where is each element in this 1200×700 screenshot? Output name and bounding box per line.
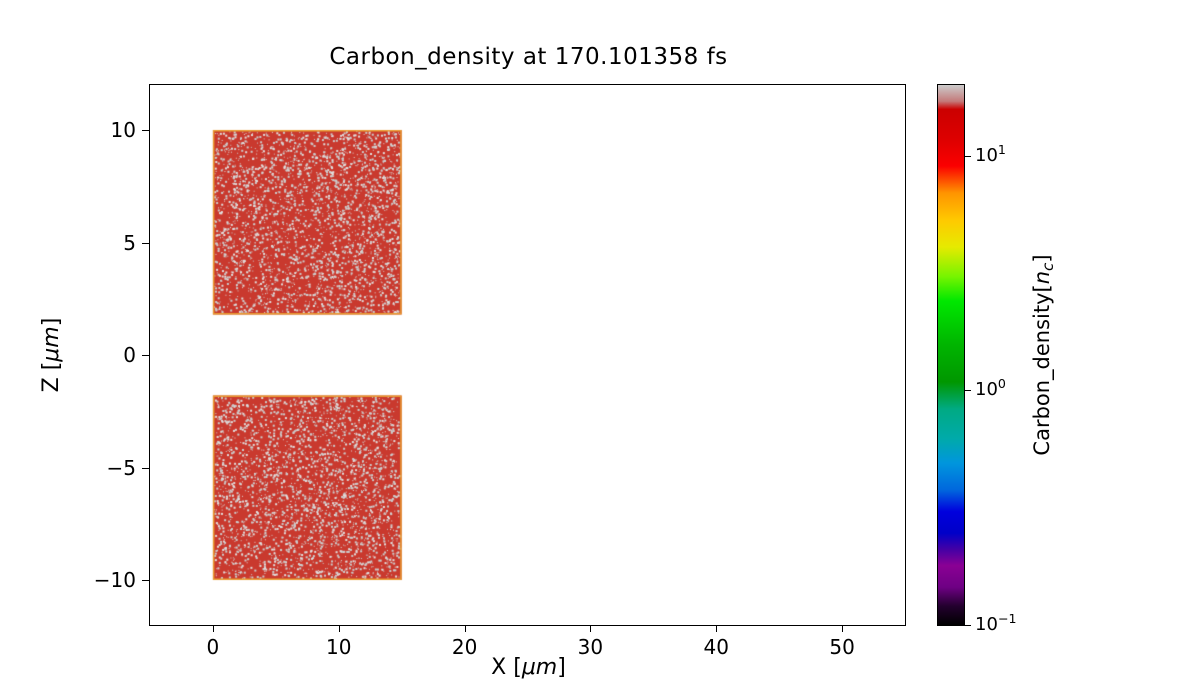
x-tick-mark — [716, 626, 717, 632]
colorbar-label-subscript: c — [1039, 263, 1057, 271]
x-tick-label: 40 — [676, 634, 756, 660]
colorbar-label-close: ] — [1030, 254, 1054, 262]
chart-title: Carbon_density at 170.101358 fs — [150, 44, 907, 70]
colorbar-tick-label: 101 — [975, 143, 1045, 170]
x-tick-label: 50 — [802, 634, 882, 660]
colorbar-tick-mark — [965, 156, 971, 157]
colorbar-tick-label: 10−1 — [975, 612, 1045, 639]
x-tick-label: 30 — [550, 634, 630, 660]
y-tick-label: −5 — [60, 455, 136, 481]
y-tick-mark — [142, 130, 149, 131]
colorbar-tick-exponent: 1 — [998, 142, 1006, 157]
x-tick-mark — [590, 626, 591, 632]
colorbar-tick-exponent: −1 — [998, 611, 1017, 626]
y-tick-mark — [142, 468, 149, 469]
y-axis-label-close: ] — [39, 318, 64, 327]
colorbar-label-var: n — [1030, 271, 1054, 284]
colorbar-tick-base: 10 — [975, 145, 998, 166]
x-tick-mark — [213, 626, 214, 632]
x-tick-label: 20 — [425, 634, 505, 660]
density-plot-canvas — [150, 85, 905, 625]
colorbar — [937, 84, 965, 626]
colorbar-label-text: Carbon_density[ — [1030, 284, 1054, 455]
colorbar-tick-mark — [965, 390, 971, 391]
x-tick-mark — [465, 626, 466, 632]
colorbar-tick-base: 10 — [975, 379, 998, 400]
colorbar-tick-mark — [965, 625, 971, 626]
colorbar-tick-label: 100 — [975, 377, 1045, 404]
x-tick-label: 0 — [173, 634, 253, 660]
colorbar-tick-exponent: 0 — [998, 376, 1006, 391]
y-tick-label: −10 — [60, 567, 136, 593]
x-tick-label: 10 — [299, 634, 379, 660]
y-tick-mark — [142, 580, 149, 581]
y-tick-mark — [142, 243, 149, 244]
y-tick-mark — [142, 355, 149, 356]
colorbar-label: Carbon_density[nc] — [1028, 205, 1056, 505]
plot-area — [149, 84, 906, 626]
y-tick-label: 10 — [60, 117, 136, 143]
y-tick-label: 0 — [60, 342, 136, 368]
y-tick-label: 5 — [60, 230, 136, 256]
x-tick-mark — [339, 626, 340, 632]
x-axis-label: X [μm] — [150, 655, 907, 680]
figure: Carbon_density at 170.101358 fs X [μm] Z… — [0, 0, 1200, 700]
x-tick-mark — [842, 626, 843, 632]
colorbar-tick-base: 10 — [975, 614, 998, 635]
